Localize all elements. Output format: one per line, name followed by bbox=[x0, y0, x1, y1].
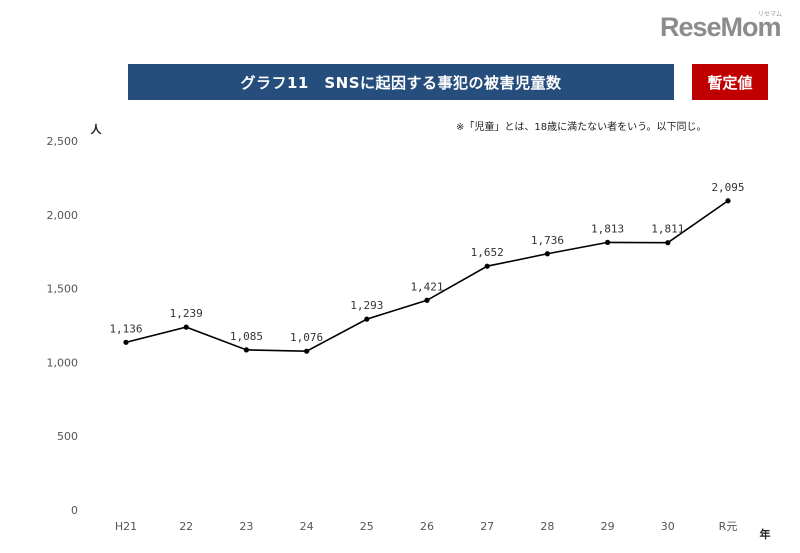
x-tick-label-1: 22 bbox=[179, 520, 193, 533]
series-line bbox=[125, 200, 729, 352]
logo-text: ReseMom bbox=[660, 12, 782, 42]
x-tick-label-0: H21 bbox=[115, 520, 137, 533]
data-point-0 bbox=[123, 339, 129, 345]
x-tick-label-2: 23 bbox=[239, 520, 253, 533]
data-label-2: 1,085 bbox=[230, 330, 263, 343]
data-point-7 bbox=[544, 251, 551, 257]
data-label-3: 1,076 bbox=[290, 331, 323, 344]
x-tick-label-6: 27 bbox=[480, 520, 494, 533]
provisional-badge-label: 暫定値 bbox=[707, 73, 753, 92]
x-tick-label-7: 28 bbox=[540, 520, 554, 533]
chart-title: グラフ11 SNSに起因する事犯の被害児童数 bbox=[240, 73, 562, 92]
data-point-6 bbox=[484, 263, 490, 269]
data-label-5: 1,421 bbox=[410, 280, 443, 293]
data-label-10: 2,095 bbox=[711, 181, 744, 194]
data-point-9 bbox=[665, 240, 671, 246]
data-point-5 bbox=[424, 297, 430, 303]
x-tick-label-9: 30 bbox=[661, 520, 675, 533]
y-axis-unit: 人 bbox=[91, 122, 103, 136]
resemom-logo: ReseMom リセマム bbox=[660, 12, 786, 48]
data-point-2 bbox=[243, 347, 249, 353]
logo-kana: リセマム bbox=[757, 12, 782, 18]
footnote: ※「児童」とは、18歳に満たない者をいう。以下同じ。 bbox=[456, 122, 707, 133]
y-tick-label-0: 0 bbox=[71, 504, 78, 517]
data-label-0: 1,136 bbox=[109, 322, 142, 335]
x-tick-label-8: 29 bbox=[601, 520, 615, 533]
y-tick-label-4: 2,000 bbox=[47, 209, 79, 222]
data-point-3 bbox=[304, 348, 310, 354]
data-label-4: 1,293 bbox=[350, 299, 383, 312]
y-tick-label-3: 1,500 bbox=[47, 283, 79, 296]
x-axis-unit: 年 bbox=[760, 527, 771, 541]
data-label-8: 1,813 bbox=[591, 222, 624, 235]
data-label-6: 1,652 bbox=[471, 246, 504, 259]
data-label-9: 1,811 bbox=[651, 223, 684, 236]
x-tick-label-3: 24 bbox=[300, 520, 314, 533]
data-point-10 bbox=[725, 198, 731, 204]
x-tick-label-4: 25 bbox=[360, 520, 374, 533]
y-tick-label-1: 500 bbox=[57, 430, 78, 443]
data-point-1 bbox=[183, 324, 189, 330]
x-tick-label-5: 26 bbox=[420, 520, 434, 533]
y-tick-label-5: 2,500 bbox=[47, 135, 79, 148]
x-tick-label-10: R元 bbox=[719, 520, 738, 533]
data-point-4 bbox=[364, 316, 370, 322]
data-label-1: 1,239 bbox=[170, 307, 203, 320]
chart-title-bar: グラフ11 SNSに起因する事犯の被害児童数 bbox=[128, 64, 674, 100]
provisional-badge: 暫定値 bbox=[692, 64, 768, 100]
data-label-7: 1,736 bbox=[531, 234, 564, 247]
y-tick-label-2: 1,000 bbox=[47, 356, 79, 369]
data-point-8 bbox=[605, 239, 611, 246]
